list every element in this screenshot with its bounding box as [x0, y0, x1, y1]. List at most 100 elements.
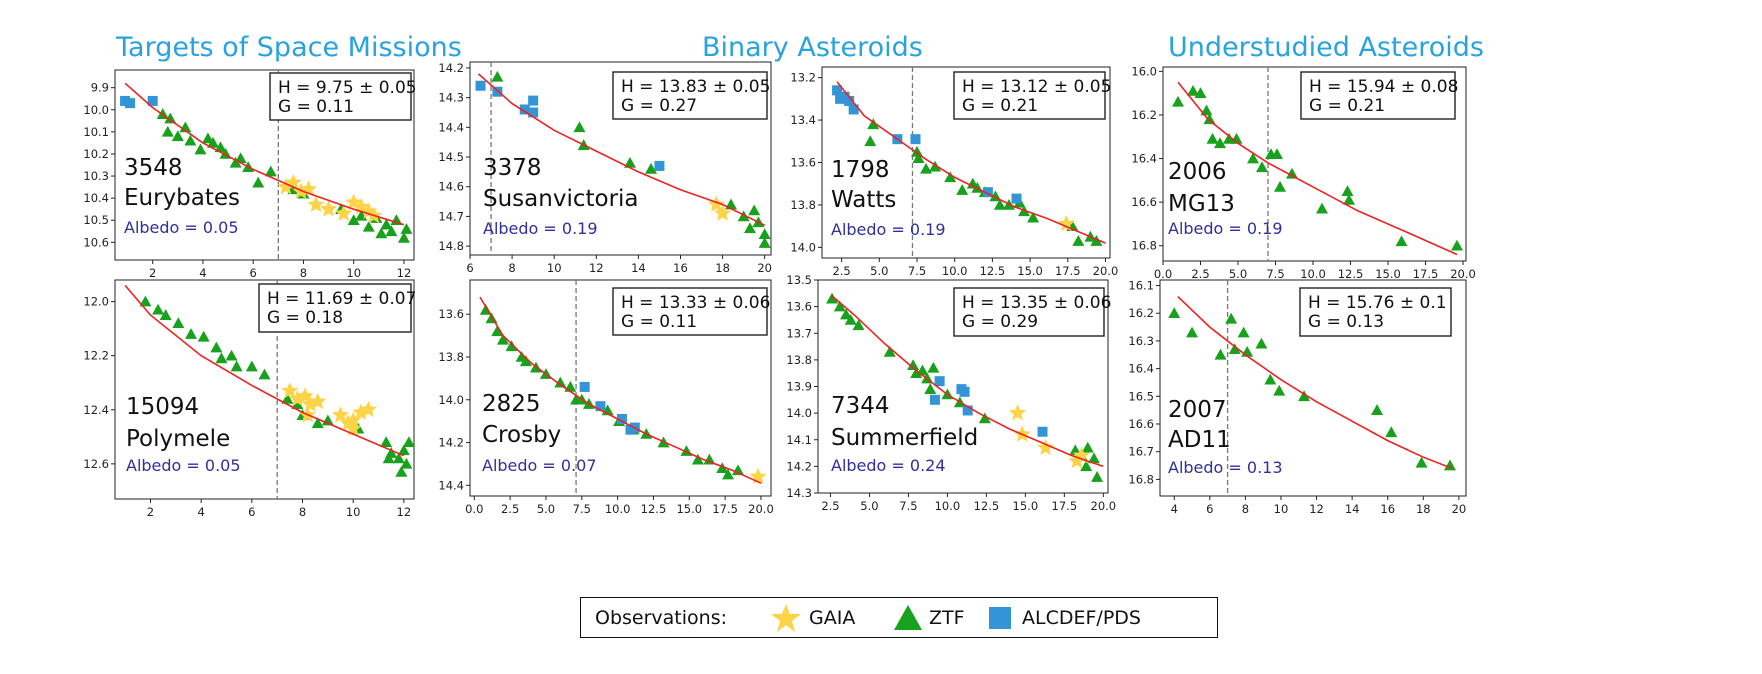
x-tick-label: 12.5: [1338, 267, 1364, 281]
asteroid-number: 1798: [831, 157, 890, 183]
y-tick-label: 14.3: [786, 486, 812, 500]
ztf-point: [161, 125, 174, 137]
ztf-point: [214, 141, 227, 153]
y-tick-label: 13.7: [786, 326, 812, 340]
gaia-point: [320, 200, 338, 217]
ztf-point: [833, 300, 846, 312]
x-tick-label: 10.0: [1300, 267, 1326, 281]
albedo-text: Albedo = 0.19: [831, 220, 946, 239]
ztf-point: [1214, 348, 1227, 360]
ztf-point: [281, 392, 294, 404]
parameter-box: [269, 72, 412, 121]
ztf-point: [380, 436, 393, 448]
y-tick-label: 13.6: [438, 307, 464, 321]
x-tick-label: 4: [197, 505, 204, 519]
x-tick-label: 14: [1345, 502, 1360, 516]
ztf-point: [1415, 456, 1428, 468]
x-tick-label: 7.5: [899, 499, 917, 513]
alcdef-point: [1037, 426, 1048, 437]
g-slope-text: G = 0.27: [621, 96, 697, 116]
x-tick-label: 2.5: [821, 499, 839, 513]
parameter-box: [612, 71, 768, 120]
ztf-point: [883, 345, 896, 357]
ztf-point: [1168, 307, 1181, 319]
x-tick-label: 10: [1274, 502, 1289, 516]
ztf-point: [703, 453, 716, 465]
x-tick-label: 2: [149, 266, 156, 280]
x-tick-label: 17.5: [1052, 499, 1078, 513]
fit-curve: [479, 296, 762, 484]
ztf-point: [927, 361, 940, 373]
x-tick-label: 7.5: [1266, 267, 1284, 281]
fit-curve: [1177, 81, 1458, 256]
ztf-point: [1081, 441, 1094, 453]
ztf-point: [1298, 390, 1311, 402]
ztf-point: [1228, 343, 1241, 355]
ztf-point: [1371, 404, 1384, 415]
alcdef-point: [120, 95, 131, 106]
gaia-point: [359, 400, 377, 418]
y-tick-label: 14.0: [438, 393, 464, 407]
x-tick-label: 5.0: [1229, 267, 1247, 281]
g-slope-text: G = 0.18: [267, 308, 343, 328]
x-tick-label: 10: [547, 261, 562, 275]
ztf-point: [1247, 152, 1259, 164]
legend: Observations: GAIA ZTF ALCDEF/PDS: [580, 597, 1218, 638]
parameter-box: [612, 287, 768, 336]
x-tick-label: 7.5: [573, 502, 591, 516]
alcdef-point: [910, 134, 921, 145]
x-tick-label: 17.5: [712, 502, 738, 516]
h-magnitude-text: H = 13.33 ± 0.06: [621, 293, 770, 313]
h-magnitude-text: H = 9.75 ± 0.05: [278, 78, 417, 98]
ztf-point: [164, 112, 177, 124]
gaia-point: [277, 178, 295, 195]
y-tick-label: 16.2: [1128, 306, 1154, 320]
x-tick-label: 0.0: [465, 502, 483, 516]
ztf-point: [1203, 113, 1216, 125]
gaia-point: [281, 381, 299, 399]
alcdef-point: [848, 104, 859, 115]
ztf-point: [1080, 460, 1093, 472]
y-tick-label: 14.4: [438, 120, 464, 134]
x-tick-label: 8: [508, 261, 515, 275]
gaia-point: [335, 204, 353, 221]
ztf-point: [645, 162, 658, 174]
y-tick-label: 13.8: [438, 350, 464, 364]
ztf-point: [491, 70, 504, 82]
asteroid-name: Watts: [831, 187, 896, 213]
gaia-point: [1072, 446, 1091, 463]
alcdef-point: [982, 187, 993, 198]
ztf-point: [397, 444, 410, 456]
y-tick-label: 10.5: [83, 213, 109, 227]
ztf-point: [362, 220, 375, 232]
ztf-point: [206, 136, 219, 148]
alcdef-point: [616, 414, 627, 425]
x-tick-label: 4: [199, 266, 206, 280]
x-tick-label: 5.0: [537, 502, 555, 516]
x-tick-label: 12: [397, 266, 412, 280]
albedo-text: Albedo = 0.07: [482, 456, 597, 475]
g-slope-text: G = 0.13: [1308, 312, 1384, 332]
gaia-point: [1057, 215, 1075, 232]
x-tick-label: 0.0: [1154, 267, 1172, 281]
ztf-point: [993, 198, 1006, 210]
ztf-point: [210, 341, 223, 353]
alcdef-point: [929, 394, 940, 405]
gaia-point: [707, 195, 725, 212]
h-magnitude-text: H = 13.35 ± 0.06: [962, 293, 1111, 313]
y-tick-label: 14.0: [786, 406, 812, 420]
ztf-point: [1194, 87, 1207, 98]
ztf-point: [1264, 373, 1277, 385]
ztf-point: [496, 333, 509, 345]
x-tick-label: 5.0: [860, 499, 878, 513]
ztf-point: [395, 465, 408, 477]
y-tick-label: 16.7: [1128, 445, 1154, 459]
group-title-understudied-asteroids: Understudied Asteroids: [1168, 32, 1484, 63]
y-tick-label: 14.3: [438, 91, 464, 105]
asteroid-number: 7344: [831, 393, 890, 419]
ztf-point: [840, 308, 853, 320]
x-tick-label: 20: [757, 261, 772, 275]
